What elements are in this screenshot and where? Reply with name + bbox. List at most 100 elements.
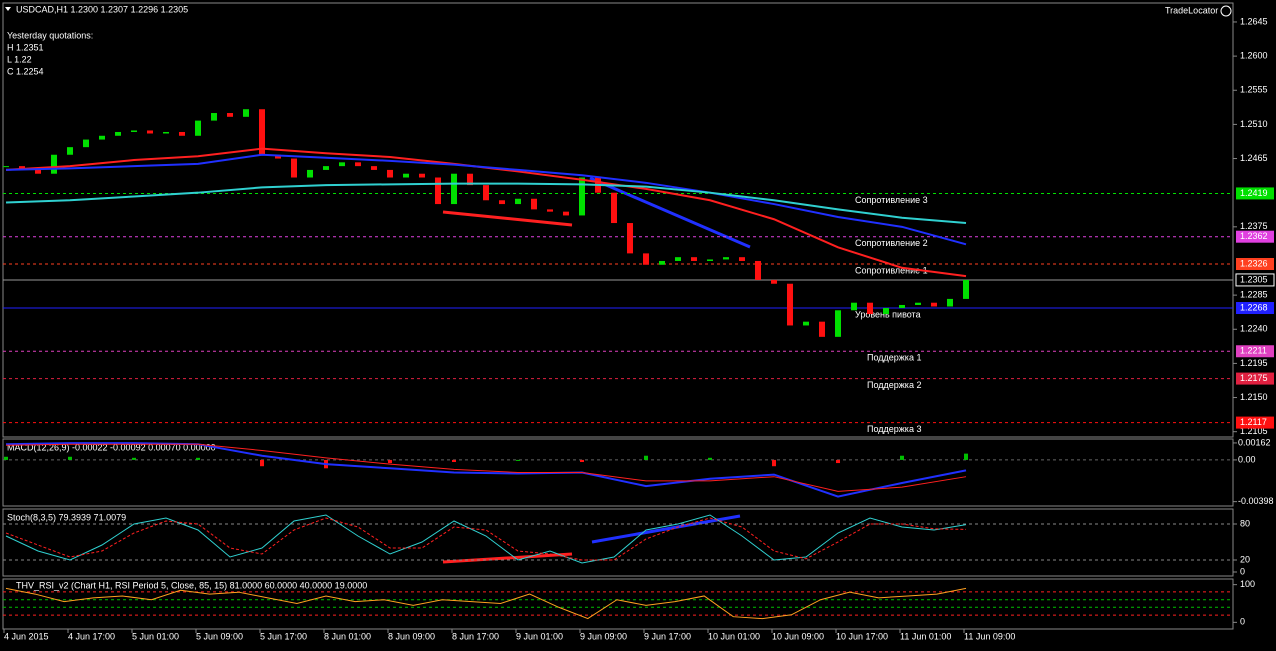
level-tag	[1236, 416, 1274, 429]
time-label: 5 Jun 09:00	[196, 631, 243, 641]
price-label: 1.2555	[1240, 85, 1268, 95]
rsi-title: THV_RSI_v2 (Chart H1, RSI Period 5, Clos…	[16, 580, 367, 590]
candle	[339, 162, 345, 167]
axis-label: 0.00	[1238, 454, 1256, 464]
candle	[35, 169, 41, 174]
axis-label: 20	[1240, 554, 1250, 564]
time-label: 4 Jun 17:00	[68, 631, 115, 641]
level-tag	[1236, 258, 1274, 271]
candle	[435, 177, 441, 205]
candle	[291, 158, 297, 178]
level-name: Сопротивление 1	[855, 265, 928, 275]
candle	[387, 169, 393, 178]
price-label: 1.2285	[1240, 289, 1268, 299]
moving-average	[5, 153, 967, 246]
time-label: 10 Jun 17:00	[836, 631, 888, 641]
macd-bar	[132, 457, 136, 460]
macd-bar	[68, 456, 72, 460]
macd-bar	[836, 459, 840, 464]
candle	[867, 302, 873, 315]
price-label: 1.2195	[1240, 358, 1268, 368]
time-label: 5 Jun 17:00	[260, 631, 307, 641]
candle	[131, 130, 137, 132]
price-label: 1.2240	[1240, 324, 1268, 334]
macd-bar	[772, 459, 776, 467]
time-label: 8 Jun 09:00	[388, 631, 435, 641]
candle	[611, 192, 617, 224]
candle	[707, 259, 713, 261]
time-label: 10 Jun 09:00	[772, 631, 824, 641]
time-label: 11 Jun 01:00	[900, 631, 951, 641]
candle	[563, 211, 569, 216]
candle	[659, 260, 665, 265]
level-tag-label: 1.2175	[1240, 373, 1268, 383]
menu-arrow[interactable]	[5, 7, 11, 11]
candle	[371, 166, 377, 170]
level-name: Поддержка 1	[867, 353, 921, 363]
candle	[3, 166, 9, 168]
candle	[771, 279, 777, 284]
price-label: 1.2600	[1240, 50, 1268, 60]
candle	[691, 257, 697, 261]
macd-bar	[516, 459, 520, 461]
time-label: 9 Jun 17:00	[644, 631, 691, 641]
candle	[259, 109, 265, 155]
macd-bar	[708, 457, 712, 460]
axis-label: 0.00162	[1238, 437, 1271, 447]
candle	[515, 198, 521, 205]
time-label: 9 Jun 09:00	[580, 631, 627, 641]
time-label: 8 Jun 17:00	[452, 631, 499, 641]
candle	[403, 173, 409, 178]
brand-icon[interactable]	[1220, 5, 1232, 17]
level-tag-label: 1.2326	[1240, 258, 1268, 268]
price-label: 1.2105	[1240, 426, 1268, 436]
candle	[915, 302, 921, 305]
symbol-header: USDCAD,H1 1.2300 1.2307 1.2296 1.2305	[16, 4, 188, 14]
candle	[931, 302, 937, 307]
time-label: 11 Jun 09:00	[964, 631, 1015, 641]
stoch-title: Stoch(8,3,5) 79.3939 71.0079	[7, 512, 126, 522]
macd-bar	[964, 453, 968, 460]
level-tag	[1236, 372, 1274, 385]
candle	[67, 147, 73, 155]
candle	[899, 304, 905, 309]
yesterday-close: C 1.2254	[7, 66, 44, 76]
price-label: 1.2150	[1240, 392, 1268, 402]
macd-bar	[580, 459, 584, 463]
trendline	[442, 210, 573, 227]
candle	[643, 253, 649, 265]
macd-line	[5, 442, 967, 498]
candle	[195, 120, 201, 136]
candle	[467, 173, 473, 186]
time-label: 5 Jun 01:00	[132, 631, 179, 641]
current-price-tag	[1235, 273, 1275, 287]
price-label: 1.2645	[1240, 16, 1268, 26]
candle	[835, 310, 841, 337]
candle	[531, 198, 537, 210]
level-tag-label: 1.2362	[1240, 231, 1268, 241]
candle	[419, 173, 425, 178]
candle	[499, 200, 505, 205]
level-tag-label: 1.2268	[1240, 302, 1268, 312]
macd-panel	[2, 438, 1234, 507]
time-label: 4 Jun 2015	[4, 631, 49, 641]
axis-label: 0	[1240, 566, 1245, 576]
price-label: 1.2510	[1240, 119, 1268, 129]
axis-label: 0	[1240, 617, 1245, 627]
stoch-signal	[5, 517, 967, 561]
candle	[819, 321, 825, 337]
candle	[83, 139, 89, 148]
candle	[547, 209, 553, 212]
candle	[323, 166, 329, 170]
candle	[275, 154, 281, 159]
stoch-main	[5, 514, 967, 564]
macd-bar	[260, 459, 264, 467]
macd-bar	[196, 457, 200, 460]
yesterday-low: L 1.22	[7, 54, 32, 64]
macd-bar	[4, 456, 8, 460]
macd-bar	[644, 455, 648, 460]
moving-average	[5, 182, 967, 225]
